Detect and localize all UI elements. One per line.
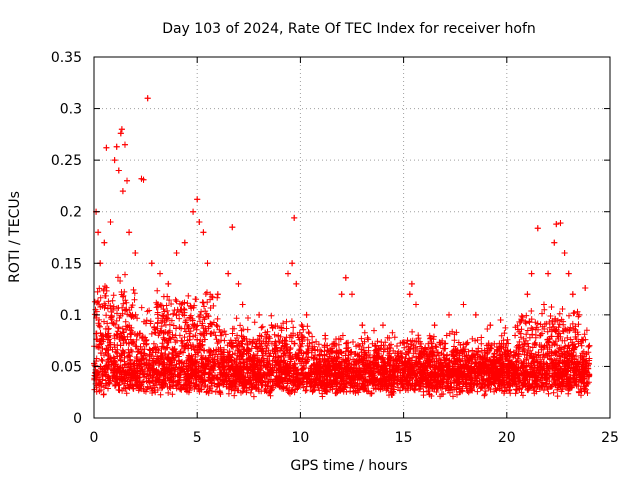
data-point: [582, 285, 589, 292]
x-tick-label: 10: [291, 430, 309, 446]
data-point: [95, 229, 102, 236]
data-point: [534, 225, 541, 232]
data-point: [289, 260, 296, 267]
data-point: [140, 176, 147, 183]
data-point: [103, 144, 110, 151]
data-point: [540, 301, 547, 308]
data-point: [342, 274, 349, 281]
data-point: [379, 322, 386, 329]
data-point: [225, 270, 232, 277]
data-point: [119, 188, 126, 195]
data-point: [460, 301, 467, 308]
data-point: [322, 332, 329, 339]
y-tick-label: 0.05: [51, 359, 82, 375]
y-tick-label: 0.3: [60, 102, 82, 118]
data-point: [565, 270, 572, 277]
data-point: [235, 280, 242, 287]
y-tick-label: 0: [73, 411, 82, 427]
data-point: [256, 311, 263, 318]
data-point: [545, 270, 552, 277]
data-point: [268, 322, 275, 329]
data-point: [121, 141, 128, 148]
x-tick-label: 25: [601, 430, 619, 446]
x-tick-label: 5: [193, 430, 202, 446]
data-point: [561, 249, 568, 256]
data-point: [196, 219, 203, 226]
data-point: [431, 322, 438, 329]
data-point: [303, 311, 310, 318]
data-point: [101, 239, 108, 246]
data-point: [113, 143, 120, 150]
x-tick-label: 15: [395, 430, 413, 446]
data-point: [157, 270, 164, 277]
x-tick-label: 0: [90, 430, 99, 446]
x-axis-label: GPS time / hours: [290, 458, 407, 474]
data-point: [487, 322, 494, 329]
y-tick-label: 0.1: [60, 308, 82, 324]
data-point: [406, 291, 413, 298]
x-tick-label: 20: [498, 430, 516, 446]
chart-title: Day 103 of 2024, Rate Of TEC Index for r…: [162, 21, 536, 37]
data-point: [115, 167, 122, 174]
data-point: [126, 229, 133, 236]
data-point: [132, 249, 139, 256]
data-point: [528, 270, 535, 277]
data-point: [204, 260, 211, 267]
data-point: [239, 301, 246, 308]
data-point: [214, 291, 221, 298]
data-point: [291, 214, 298, 221]
data-point: [349, 291, 355, 298]
tick-labels-layer: 0 5 10 15 20 25 0 0.05 0.1 0.15 0.2 0.25 0.3 0.35: [51, 50, 619, 446]
data-point: [569, 291, 576, 298]
data-point: [408, 280, 415, 287]
data-point: [497, 317, 504, 324]
y-tick-label: 0.15: [51, 256, 82, 272]
data-point: [586, 342, 593, 349]
data-point: [553, 221, 560, 228]
data-point: [173, 249, 180, 256]
data-point: [107, 219, 114, 226]
data-point: [524, 291, 531, 298]
data-point: [144, 95, 151, 102]
data-point: [551, 239, 558, 246]
data-point: [118, 126, 125, 133]
data-point: [446, 311, 453, 318]
data-point: [293, 280, 300, 287]
data-point: [512, 332, 519, 339]
data-point: [576, 311, 583, 318]
data-point: [412, 301, 419, 308]
data-point: [557, 220, 564, 227]
ticks-layer: [93, 56, 611, 419]
data-point: [111, 157, 118, 164]
data-point: [124, 177, 131, 184]
data-point: [117, 130, 124, 137]
data-point: [472, 311, 479, 318]
data-point: [181, 239, 188, 246]
y-axis-label: ROTI / TECUs: [7, 191, 23, 283]
data-point: [338, 291, 345, 298]
data-point: [359, 322, 366, 329]
data-point: [200, 229, 207, 236]
plot-frame: [93, 56, 611, 419]
y-tick-label: 0.25: [51, 153, 82, 169]
y-tick-label: 0.2: [60, 205, 82, 221]
y-tick-label: 0.35: [51, 50, 82, 66]
data-point: [165, 280, 172, 287]
data-point: [194, 196, 201, 203]
data-point: [148, 260, 155, 267]
data-point: [190, 208, 197, 215]
data-point: [285, 270, 292, 277]
data-point: [229, 224, 236, 231]
